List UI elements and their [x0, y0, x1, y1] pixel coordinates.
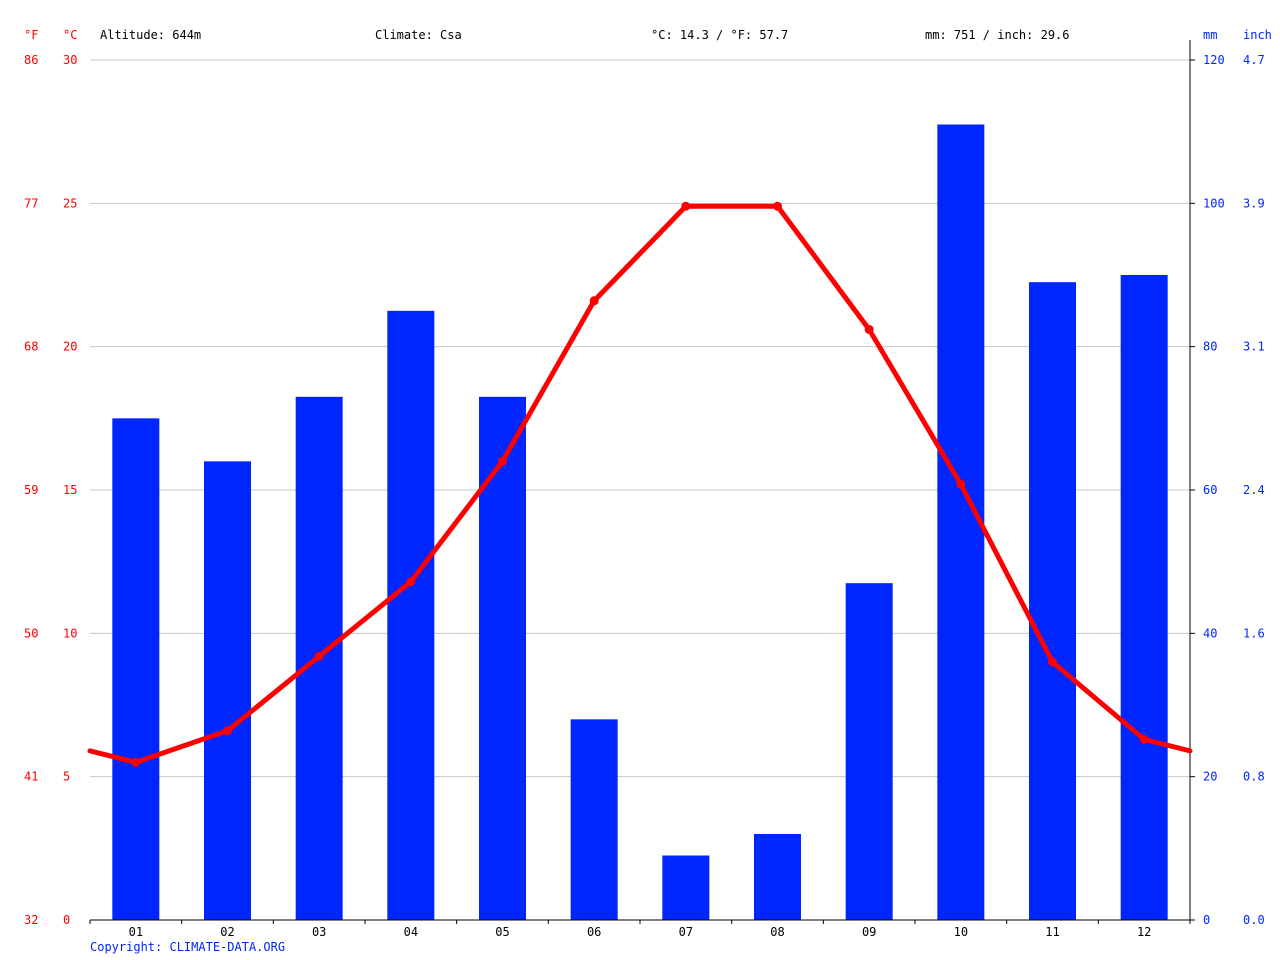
inch-unit-label: inch: [1243, 28, 1272, 42]
celsius-tick-label: 5: [63, 770, 70, 784]
climate-label: Climate: Csa: [375, 28, 462, 42]
fahrenheit-tick-label: 68: [24, 340, 38, 354]
precipitation-bar: [570, 719, 618, 920]
temperature-point: [406, 577, 416, 587]
inch-tick-label: 0.0: [1243, 913, 1265, 927]
temperature-point: [1048, 657, 1057, 667]
temperature-point: [773, 201, 782, 211]
celsius-tick-label: 25: [63, 196, 77, 210]
fahrenheit-tick-label: 50: [24, 626, 38, 640]
celsius-tick-label: 0: [63, 913, 70, 927]
fahrenheit-unit-label: °F: [24, 28, 39, 42]
precipitation-bar: [754, 834, 801, 920]
month-tick-label: 12: [1137, 925, 1151, 939]
celsius-unit-label: °C: [63, 28, 78, 42]
inch-tick-label: 3.9: [1243, 196, 1265, 210]
inch-tick-label: 0.8: [1243, 770, 1265, 784]
precipitation-bar: [662, 855, 710, 920]
celsius-tick-label: 15: [63, 483, 77, 497]
precipitation-bar: [479, 396, 526, 920]
precipitation-bar: [1120, 275, 1168, 920]
celsius-tick-label: 20: [63, 340, 77, 354]
month-tick-label: 02: [220, 925, 234, 939]
month-tick-label: 03: [312, 925, 326, 939]
mm-tick-label: 100: [1203, 196, 1225, 210]
copyright-link[interactable]: Copyright: CLIMATE-DATA.ORG: [90, 940, 286, 954]
month-tick-label: 01: [129, 925, 143, 939]
mm-tick-label: 40: [1203, 626, 1217, 640]
mm-tick-label: 120: [1203, 53, 1225, 67]
precipitation-bar: [937, 124, 985, 920]
month-tick-label: 11: [1045, 925, 1059, 939]
temperature-point: [589, 296, 599, 306]
precipitation-bar: [387, 310, 435, 920]
inch-tick-label: 1.6: [1243, 626, 1265, 640]
fahrenheit-tick-label: 41: [24, 770, 38, 784]
month-tick-label: 08: [770, 925, 784, 939]
precipitation-bar: [1029, 282, 1076, 921]
fahrenheit-tick-label: 86: [24, 53, 38, 67]
mm-tick-label: 60: [1203, 483, 1217, 497]
fahrenheit-tick-label: 77: [24, 196, 38, 210]
mm-tick-label: 80: [1203, 340, 1217, 354]
inch-tick-label: 2.4: [1243, 483, 1265, 497]
precipitation-bars: [112, 124, 1168, 921]
precipitation-bar: [845, 583, 893, 920]
celsius-tick-label: 30: [63, 53, 77, 67]
inch-tick-label: 4.7: [1243, 53, 1265, 67]
total-precipitation-label: mm: 751 / inch: 29.6: [925, 28, 1070, 42]
temperature-point: [131, 757, 141, 767]
month-tick-label: 04: [404, 925, 418, 939]
temperature-point: [956, 479, 966, 489]
temperature-point: [681, 201, 691, 211]
celsius-tick-label: 10: [63, 626, 77, 640]
precipitation-bar: [204, 461, 251, 920]
inch-tick-label: 3.1: [1243, 340, 1265, 354]
month-tick-label: 10: [954, 925, 968, 939]
tick-labels: 32 0 0 0.0 41 5 20 0.8 50 10 40 1.6 59 15 60 2.4 68 20 80 3…: [24, 53, 1265, 939]
temperature-point: [498, 456, 507, 466]
temperature-point: [223, 726, 232, 736]
grid-lines: [90, 59, 1190, 778]
month-tick-label: 07: [679, 925, 693, 939]
temperature-line: [87, 201, 1193, 767]
altitude-label: Altitude: 644m: [100, 28, 202, 42]
mm-unit-label: mm: [1203, 28, 1218, 42]
axes: [89, 40, 1195, 924]
temperature-polyline: [87, 203, 1193, 765]
fahrenheit-tick-label: 32: [24, 913, 38, 927]
temperature-point: [864, 324, 874, 334]
average-temperature-label: °C: 14.3 / °F: 57.7: [651, 28, 789, 42]
temperature-point: [314, 651, 324, 661]
mm-tick-label: 0: [1203, 913, 1210, 927]
month-tick-label: 06: [587, 925, 601, 939]
fahrenheit-tick-label: 59: [24, 483, 38, 497]
month-tick-label: 05: [495, 925, 509, 939]
precipitation-bar: [112, 418, 160, 920]
month-tick-label: 09: [862, 925, 876, 939]
temperature-point: [1139, 734, 1149, 744]
mm-tick-label: 20: [1203, 770, 1217, 784]
